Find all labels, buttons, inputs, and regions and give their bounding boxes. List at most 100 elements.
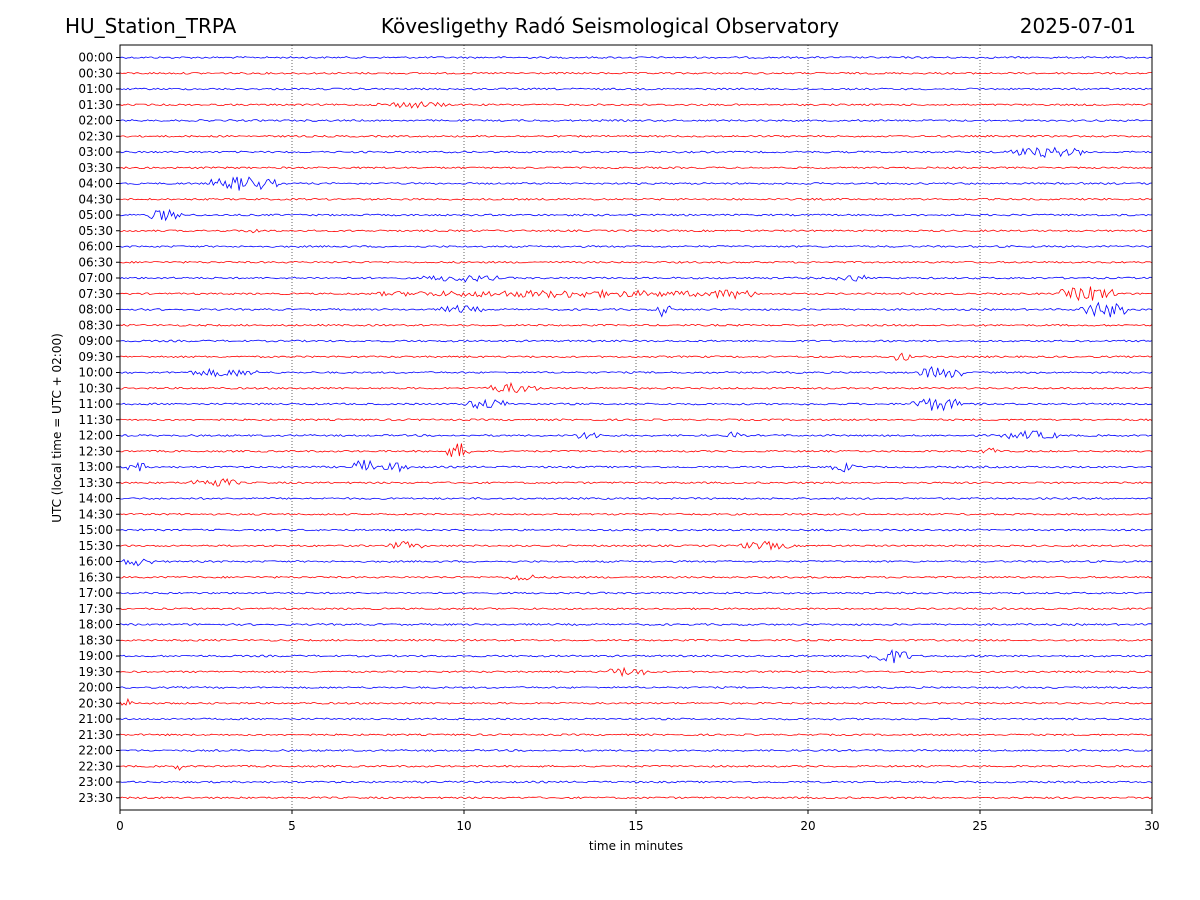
y-tick-label: 22:00 bbox=[78, 744, 113, 758]
grid bbox=[291, 45, 981, 810]
traces bbox=[119, 56, 1153, 800]
trace-1330 bbox=[119, 478, 1153, 487]
trace-2030 bbox=[119, 697, 1153, 706]
trace-1800 bbox=[119, 623, 1153, 626]
y-tick-label: 20:30 bbox=[78, 696, 113, 710]
y-tick-label: 11:30 bbox=[78, 413, 113, 427]
trace-2200 bbox=[119, 749, 1153, 752]
y-tick-label: 07:30 bbox=[78, 287, 113, 301]
x-tick-label-15: 15 bbox=[628, 819, 643, 833]
y-tick-label: 09:30 bbox=[78, 350, 113, 364]
y-axis-label: UTC (local time = UTC + 02:00) bbox=[50, 333, 64, 523]
trace-1300 bbox=[119, 459, 1153, 473]
y-tick-label: 03:30 bbox=[78, 161, 113, 175]
trace-0300 bbox=[119, 146, 1153, 158]
trace-0330 bbox=[119, 166, 1153, 170]
trace-0100 bbox=[119, 87, 1153, 91]
trace-1100 bbox=[120, 397, 1153, 412]
trace-0500 bbox=[120, 208, 1153, 222]
y-tick-label: 05:30 bbox=[78, 224, 113, 238]
trace-0630 bbox=[119, 260, 1153, 264]
trace-0230 bbox=[119, 134, 1153, 138]
y-tick-label: 06:00 bbox=[78, 240, 113, 254]
y-tick-label: 01:00 bbox=[78, 82, 113, 96]
y-tick-label: 20:00 bbox=[78, 681, 113, 695]
y-tick-label: 08:30 bbox=[78, 318, 113, 332]
x-tick-label-20: 20 bbox=[800, 819, 815, 833]
x-axis-label: time in minutes bbox=[589, 839, 683, 853]
trace-1030 bbox=[119, 381, 1153, 393]
chart-title: Kövesligethy Radó Seismological Observat… bbox=[380, 14, 840, 38]
trace-1630 bbox=[120, 574, 1152, 581]
trace-0130 bbox=[119, 101, 1153, 109]
y-tick-label: 00:30 bbox=[78, 66, 113, 80]
trace-0200 bbox=[119, 119, 1153, 122]
trace-0430 bbox=[119, 197, 1153, 201]
trace-2100 bbox=[119, 717, 1153, 721]
y-tick-label: 12:00 bbox=[78, 429, 113, 443]
trace-0600 bbox=[119, 245, 1153, 248]
y-tick-label: 07:00 bbox=[78, 271, 113, 285]
y-tick-label: 15:00 bbox=[78, 523, 113, 537]
y-tick-label: 05:00 bbox=[78, 208, 113, 222]
y-tick-label: 21:00 bbox=[78, 712, 113, 726]
y-tick-label: 14:30 bbox=[78, 507, 113, 521]
trace-2330 bbox=[119, 796, 1153, 800]
trace-1230 bbox=[119, 443, 1153, 457]
y-tick-label: 23:00 bbox=[78, 775, 113, 789]
x-tick-label-5: 5 bbox=[288, 819, 296, 833]
x-tick-label-25: 25 bbox=[972, 819, 987, 833]
y-tick-label: 15:30 bbox=[78, 539, 113, 553]
trace-1000 bbox=[119, 365, 1153, 379]
trace-1430 bbox=[119, 512, 1153, 516]
y-tick-label: 17:30 bbox=[78, 602, 113, 616]
trace-1200 bbox=[119, 429, 1153, 440]
y-tick-label: 11:00 bbox=[78, 397, 113, 411]
y-tick-label: 21:30 bbox=[78, 728, 113, 742]
trace-0930 bbox=[119, 352, 1153, 361]
y-tick-label: 13:00 bbox=[78, 460, 113, 474]
y-tick-label: 16:30 bbox=[78, 570, 113, 584]
y-tick-label: 14:00 bbox=[78, 492, 113, 506]
trace-1900 bbox=[119, 648, 1153, 664]
trace-0730 bbox=[119, 286, 1153, 302]
y-tick-label: 23:30 bbox=[78, 791, 113, 805]
x-ticks: 0 5 10 15 20 25 30 bbox=[116, 810, 1160, 833]
y-tick-label: 18:00 bbox=[78, 618, 113, 632]
trace-1730 bbox=[119, 607, 1153, 611]
station-name: HU_Station_TRPA bbox=[65, 14, 237, 38]
y-tick-label: 19:30 bbox=[78, 665, 113, 679]
trace-0830 bbox=[119, 323, 1153, 327]
trace-1600 bbox=[119, 558, 1153, 567]
y-tick-label: 00:00 bbox=[78, 51, 113, 65]
x-tick-label-10: 10 bbox=[456, 819, 471, 833]
y-tick-label: 06:30 bbox=[78, 255, 113, 269]
trace-0400 bbox=[119, 176, 1153, 191]
y-tick-label: 19:00 bbox=[78, 649, 113, 663]
trace-1830 bbox=[119, 638, 1153, 642]
trace-1700 bbox=[119, 591, 1153, 595]
date-label: 2025-07-01 bbox=[1019, 14, 1136, 38]
y-tick-label: 13:30 bbox=[78, 476, 113, 490]
y-tick-label: 08:00 bbox=[78, 303, 113, 317]
trace-1130 bbox=[119, 418, 1153, 422]
y-tick-label: 02:00 bbox=[78, 114, 113, 128]
y-tick-label: 01:30 bbox=[78, 98, 113, 112]
y-tick-label: 18:30 bbox=[78, 633, 113, 647]
y-tick-label: 02:30 bbox=[78, 129, 113, 143]
trace-0000 bbox=[119, 56, 1153, 59]
y-tick-label: 22:30 bbox=[78, 759, 113, 773]
y-tick-label: 10:30 bbox=[78, 381, 113, 395]
trace-0700 bbox=[119, 274, 1153, 283]
trace-0800 bbox=[119, 301, 1153, 318]
x-tick-label-0: 0 bbox=[116, 819, 124, 833]
trace-0030 bbox=[119, 71, 1152, 75]
y-tick-label: 09:00 bbox=[78, 334, 113, 348]
y-tick-label: 12:30 bbox=[78, 444, 113, 458]
trace-2130 bbox=[119, 733, 1153, 737]
x-tick-label-30: 30 bbox=[1144, 819, 1159, 833]
trace-2300 bbox=[119, 780, 1153, 784]
y-tick-label: 04:00 bbox=[78, 177, 113, 191]
